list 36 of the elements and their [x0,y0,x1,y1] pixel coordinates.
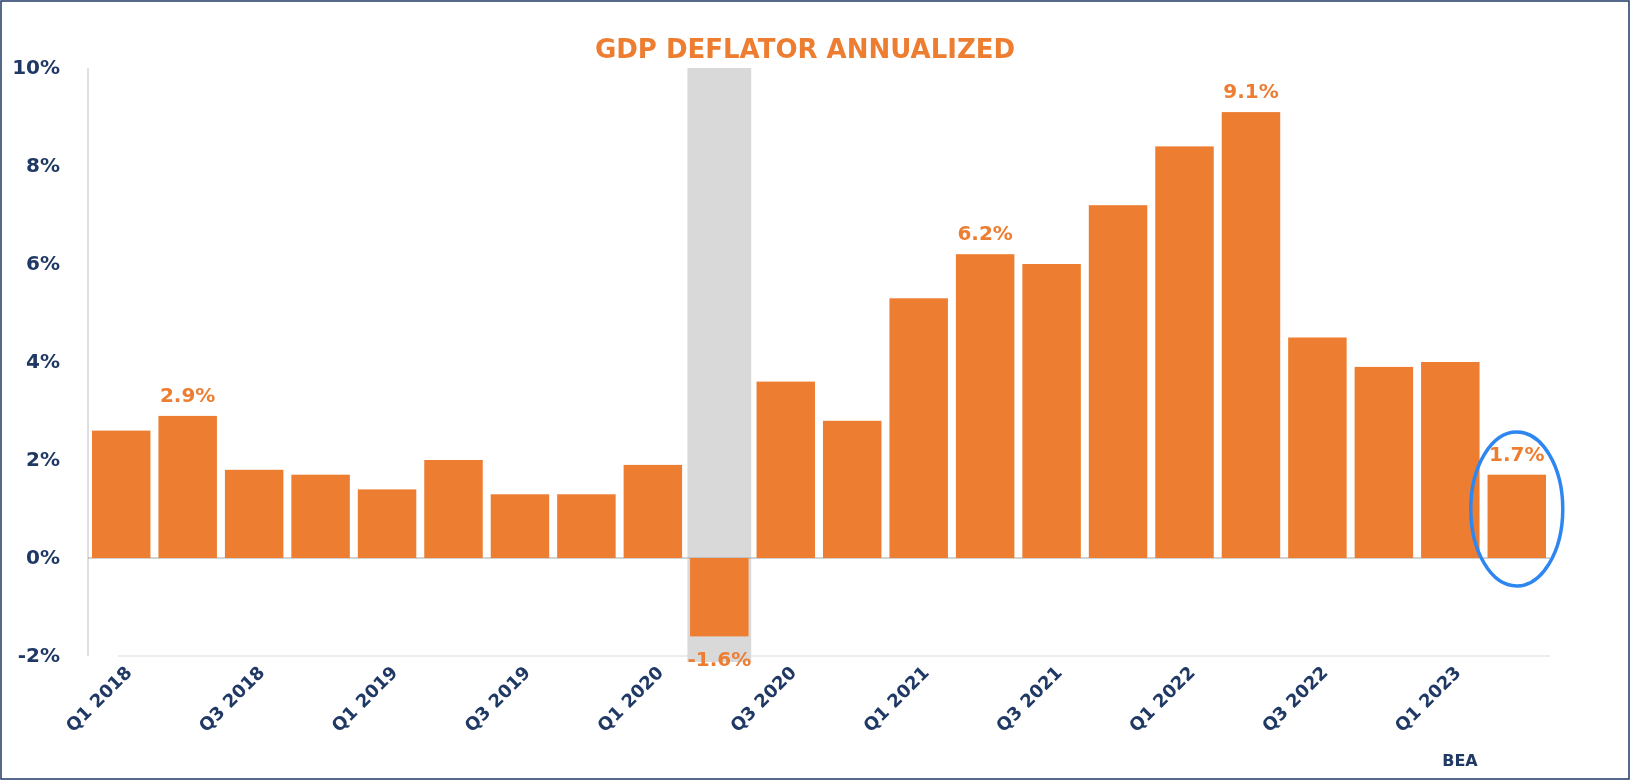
bar [291,474,350,558]
bar [1155,146,1214,558]
data-label: -1.6% [687,647,752,672]
chart-title: GDP DEFLATOR ANNUALIZED [594,34,1016,64]
bar [1487,474,1547,558]
bar [756,381,816,558]
bar [424,460,483,558]
bar [690,558,749,637]
bar [1288,337,1347,558]
bar [623,464,683,558]
bar [1421,362,1480,558]
y-tick-label: 6% [26,250,60,275]
y-tick-label: 4% [26,348,60,373]
y-tick-label: 2% [26,446,60,471]
y-tick-label: 0% [26,544,60,569]
y-tick-label: 10% [12,54,60,79]
data-label: 6.2% [957,221,1013,246]
bar [889,298,948,558]
bar [822,420,882,558]
text: BEA [1442,751,1479,770]
data-label: 1.7% [1489,441,1545,466]
data-label: 9.1% [1223,79,1279,104]
bar [158,415,217,558]
bar [557,494,616,558]
bar [1221,112,1281,558]
y-tick-label: 8% [26,152,60,177]
bar [224,469,284,558]
bar [1354,366,1414,558]
bar [91,430,151,558]
bar [490,494,550,558]
y-tick-label: -2% [17,642,60,667]
data-label: 2.9% [159,382,216,407]
bar [1022,264,1081,558]
bar [955,254,1015,558]
bar [357,489,417,558]
bar [1088,205,1148,558]
